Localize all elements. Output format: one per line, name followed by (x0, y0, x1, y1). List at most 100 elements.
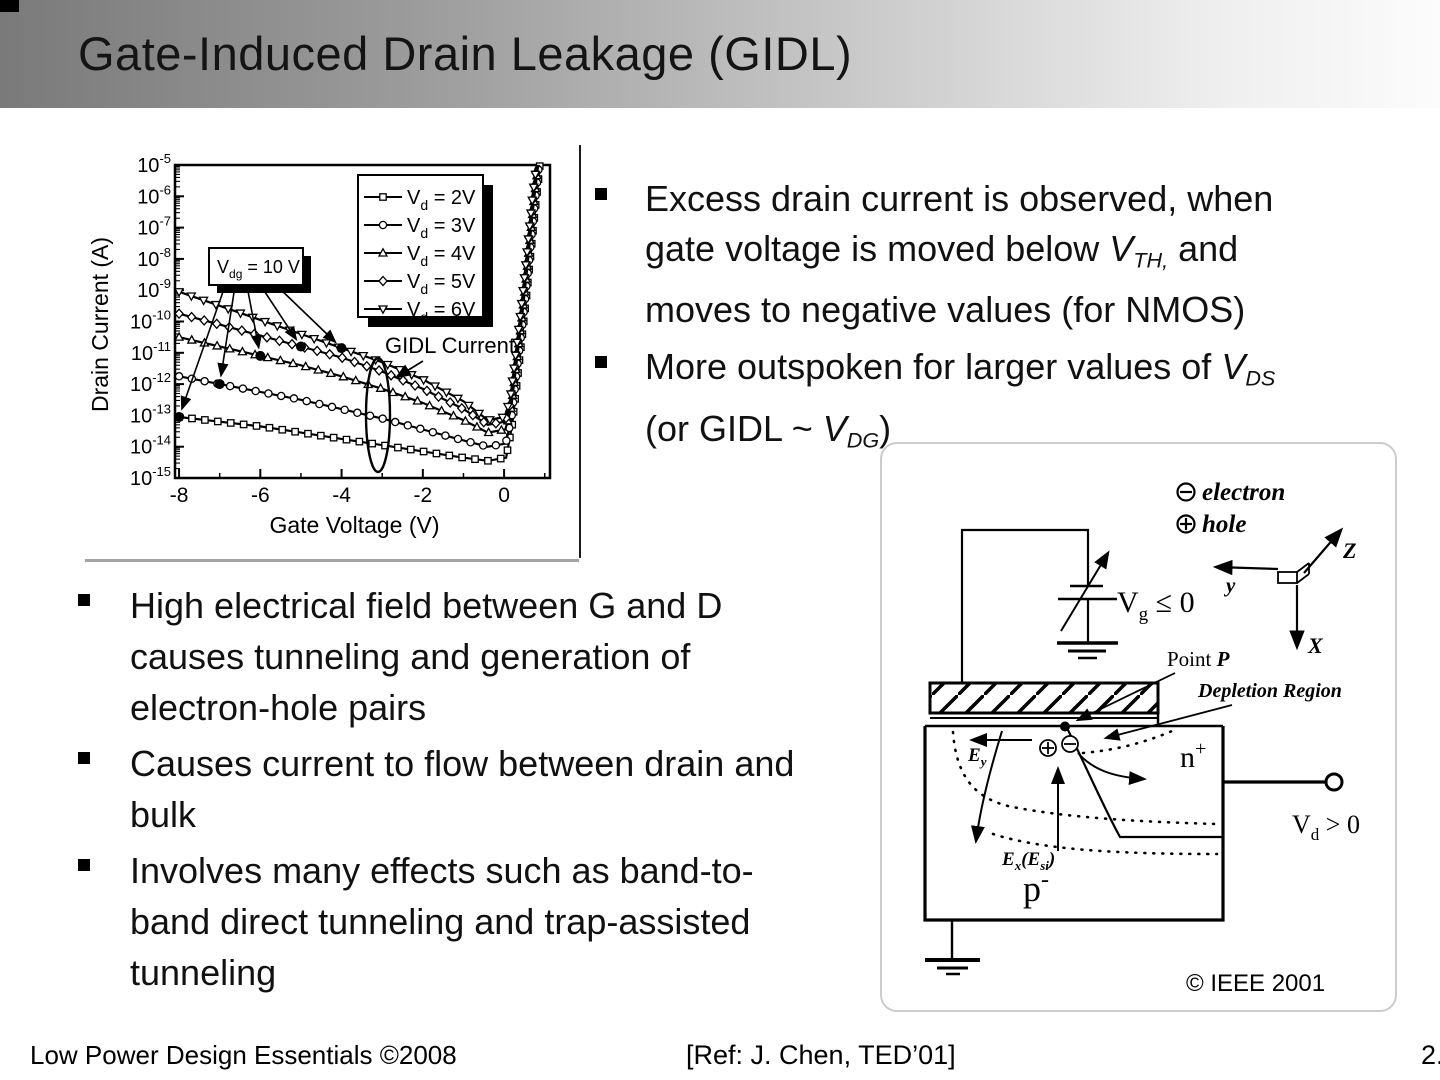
legend-label: Vd = 4V (407, 243, 476, 269)
series-marker (433, 391, 444, 403)
vdg-arrow (260, 285, 298, 342)
series-marker (530, 170, 541, 180)
vdg-annotation-label: Vdg = 10 V (217, 257, 300, 281)
vdg-point (174, 411, 185, 422)
bullet-text: Involves many effects such as band-to-ba… (130, 850, 754, 993)
series-marker (355, 437, 364, 446)
depletion-boundaries (951, 729, 1219, 856)
series-marker (302, 396, 311, 406)
series-marker (502, 402, 514, 413)
bullet-text: More outspoken for larger values of VDS(… (645, 346, 1276, 453)
series-marker (342, 435, 351, 444)
series-marker (410, 380, 420, 391)
series-marker (225, 381, 235, 391)
series-marker (521, 248, 533, 258)
series-marker (467, 409, 478, 421)
series-marker (512, 338, 523, 348)
y-tick-label: 10-10 (130, 308, 171, 334)
n-plus-label: n+ (1180, 738, 1206, 774)
bullet-text: Excess drain current is observed, when ga… (645, 178, 1274, 331)
electron-symbol-icon (1176, 482, 1196, 502)
list-item: More outspoken for larger values of VDS(… (595, 342, 1385, 465)
series-marker (416, 424, 425, 434)
electron-label: electron (1202, 479, 1285, 506)
series-marker (276, 391, 286, 401)
series-marker (510, 351, 521, 361)
y-tick-label: 10-14 (130, 433, 171, 459)
series-marker (452, 394, 464, 404)
vdg-point (295, 341, 306, 352)
series-marker (353, 408, 362, 418)
right-bullet-list: Excess drain current is observed, when ga… (595, 174, 1385, 472)
series-marker (312, 345, 323, 357)
y-tick-label: 10-11 (131, 339, 171, 365)
series-marker (325, 367, 336, 378)
series-marker (309, 334, 320, 345)
series-marker (239, 420, 248, 429)
series-marker (483, 426, 494, 437)
series-marker (275, 355, 286, 365)
series-marker (377, 247, 389, 257)
series-marker (471, 455, 479, 463)
electron-path-arrow (1077, 752, 1147, 786)
electron-symbol-icon (1061, 735, 1079, 753)
bullet-square-icon (595, 356, 607, 369)
series-marker (324, 348, 335, 360)
series-marker (237, 346, 248, 356)
series-marker (262, 352, 273, 362)
series-marker (313, 364, 324, 374)
y-axis-title: Drain Current (A) (87, 237, 113, 412)
series-marker (524, 222, 535, 232)
series-marker (300, 361, 311, 371)
series-marker (508, 364, 520, 374)
series-marker (338, 371, 349, 381)
series-marker (463, 401, 474, 411)
series-marker (379, 193, 387, 201)
series-marker (445, 396, 456, 408)
gate-electrode (928, 681, 1160, 715)
series-marker (460, 415, 471, 425)
axis-z-label: Z (1342, 538, 1356, 563)
y-tick-label: 10-15 (130, 464, 171, 490)
gidl-arrow (394, 360, 424, 379)
series-marker (186, 334, 197, 344)
series-marker (382, 360, 393, 371)
series-marker (262, 331, 272, 343)
series-marker (515, 312, 526, 323)
device-diagram-svg: electron hole y Z X (880, 442, 1397, 1012)
series-marker (340, 405, 349, 415)
hole-symbol-icon (1039, 739, 1057, 757)
series-marker (441, 388, 452, 398)
y-tick-label: 10-12 (130, 370, 171, 396)
title-bar (0, 0, 1440, 108)
point-p-dot (1060, 721, 1070, 732)
series-marker (337, 352, 348, 364)
substrate-ground (925, 920, 980, 976)
substrate-outline (923, 726, 1225, 922)
legend-box (357, 174, 484, 318)
series-marker (375, 382, 386, 392)
hole-path-arrow (970, 730, 1003, 844)
series-marker (406, 445, 415, 454)
bullet-square-icon (78, 752, 90, 764)
hole-label: hole (1202, 511, 1246, 538)
series-marker (432, 449, 441, 458)
series-marker (478, 416, 489, 428)
gidl-chart: -8 -6 -4 -2 0 10-5 10-6 10-7 10-8 10-9 10-10 10-11 1… (87, 151, 552, 538)
series-marker (272, 322, 283, 332)
footer-reference: [Ref: J. Chen, TED’01] (686, 1040, 956, 1070)
series-marker (224, 343, 235, 353)
series-marker (291, 427, 299, 436)
series-marker (173, 288, 185, 298)
vdg-point (214, 379, 225, 390)
series-marker (358, 351, 369, 362)
gidl-chart-figure: -8 -6 -4 -2 0 10-5 10-6 10-7 10-8 10-9 10-10 10-11 1… (85, 145, 582, 563)
x-axis-title: Gate Voltage (V) (269, 512, 439, 538)
series-marker (505, 390, 516, 400)
series-marker (186, 311, 197, 323)
series-marker (226, 419, 235, 427)
series-marker (289, 394, 299, 403)
series-marker (386, 369, 396, 381)
series-marker (173, 331, 185, 341)
